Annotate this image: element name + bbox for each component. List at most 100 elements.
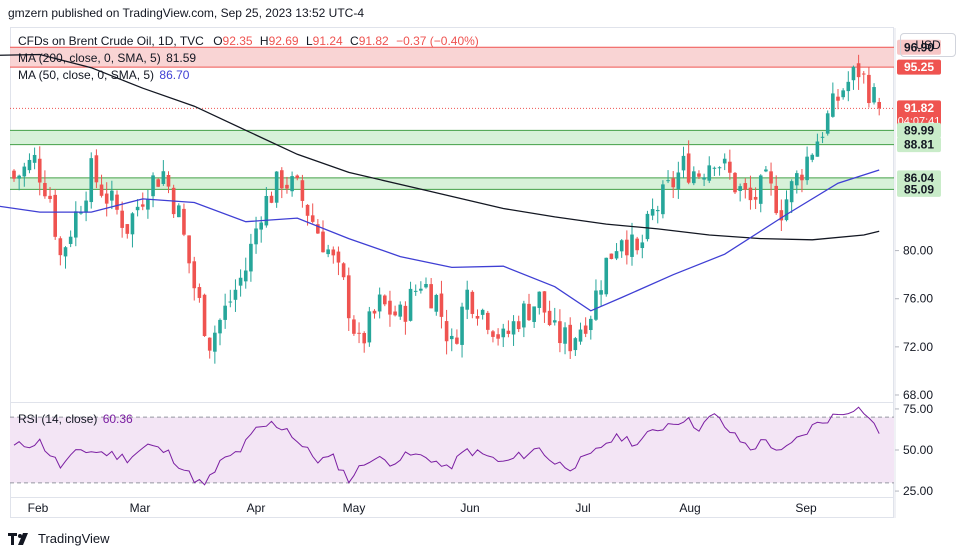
- candle-body: [681, 155, 686, 171]
- candle: [125, 223, 130, 239]
- candle-body: [475, 315, 480, 319]
- candle-body: [99, 184, 104, 196]
- axis-tag-label: 91.82: [904, 101, 934, 115]
- candle-body: [480, 309, 485, 315]
- candle-body: [429, 284, 433, 309]
- candle: [825, 110, 830, 136]
- candle-body: [511, 321, 516, 335]
- candle-body: [285, 184, 289, 189]
- candle: [254, 216, 258, 254]
- candle-body: [851, 66, 856, 81]
- candle: [388, 290, 392, 327]
- candle-body: [609, 253, 614, 260]
- candle-body: [449, 335, 454, 340]
- candle-body: [748, 187, 753, 201]
- low-label: L: [305, 34, 313, 48]
- candle-body: [640, 242, 645, 249]
- candle: [331, 246, 336, 264]
- rsi-value: 60.36: [102, 412, 133, 426]
- time-tick-label: Jun: [460, 501, 479, 515]
- candle: [547, 300, 552, 327]
- candle-body: [465, 289, 469, 310]
- candle: [53, 188, 57, 240]
- candle-body: [825, 113, 830, 134]
- symbol-name[interactable]: CFDs on Brent Crude Oil, 1D, TVC: [18, 34, 204, 48]
- axis-tag-bg: [897, 170, 941, 186]
- axis-tag-label: 96.90: [904, 40, 934, 54]
- candle: [79, 205, 83, 215]
- candle-body: [321, 231, 325, 253]
- candle: [748, 175, 753, 210]
- candle: [738, 183, 742, 202]
- candle: [43, 170, 47, 199]
- candle: [599, 280, 603, 307]
- candle: [84, 191, 88, 222]
- candle-body: [264, 195, 269, 226]
- candle: [800, 169, 804, 193]
- candle-body: [558, 321, 562, 344]
- ma200-legend[interactable]: MA (200, close, 0, SMA, 5) 81.59: [18, 51, 196, 65]
- price-tick-label: 72.00: [903, 340, 933, 354]
- ma200-value: 81.59: [166, 51, 197, 65]
- candle-body: [32, 154, 37, 163]
- candle-body: [650, 209, 655, 216]
- ohlc-legend: CFDs on Brent Crude Oil, 1D, TVC O92.35 …: [18, 34, 479, 48]
- candle-body: [63, 247, 68, 257]
- candle-body: [537, 291, 542, 308]
- rsi-label: RSI (14, close): [18, 412, 98, 426]
- footer-label: TradingView: [38, 531, 110, 546]
- candle-body: [594, 290, 598, 320]
- rsi-band: [10, 417, 894, 483]
- rsi-legend[interactable]: RSI (14, close) 60.36: [18, 412, 133, 426]
- candle-body: [17, 175, 21, 179]
- candle-body: [84, 200, 88, 213]
- candle-body: [733, 172, 737, 193]
- candle-body: [486, 312, 490, 330]
- axis-tag-bg: [897, 181, 941, 197]
- candle-body: [274, 171, 279, 203]
- candle: [625, 230, 629, 265]
- candle: [805, 146, 809, 185]
- axis-tag-bg: [897, 100, 941, 129]
- candle: [207, 337, 212, 359]
- candle: [213, 325, 217, 364]
- candle-body: [861, 73, 866, 75]
- candle-body: [856, 63, 861, 78]
- currency-button[interactable]: USD: [900, 33, 956, 57]
- candle: [836, 89, 840, 110]
- candle-body: [867, 74, 871, 104]
- candle: [89, 152, 94, 209]
- rsi-tick-label: 25.00: [903, 484, 933, 498]
- candle-body: [583, 325, 588, 334]
- candle-body: [187, 235, 191, 264]
- candle-body: [552, 320, 557, 323]
- candle: [578, 322, 583, 345]
- candle-body: [89, 158, 94, 203]
- candle-body: [367, 311, 372, 343]
- candle: [532, 306, 536, 328]
- candle-body: [403, 305, 408, 322]
- candle: [58, 236, 63, 266]
- candle: [455, 329, 459, 345]
- candle-body: [22, 166, 27, 177]
- candle: [753, 187, 758, 210]
- candle: [398, 301, 403, 320]
- candle: [68, 230, 73, 248]
- candle-body: [444, 321, 449, 342]
- candle-body: [424, 283, 428, 288]
- candle: [372, 309, 377, 319]
- candle: [202, 293, 207, 337]
- candle: [671, 171, 675, 199]
- candle-body: [769, 171, 773, 184]
- candle: [506, 320, 511, 338]
- candle: [238, 269, 243, 297]
- ma50-legend[interactable]: MA (50, close, 0, SMA, 5) 86.70: [18, 68, 189, 82]
- candle-body: [491, 331, 495, 337]
- candle: [228, 289, 233, 308]
- candle-body: [774, 185, 778, 214]
- candle-body: [346, 275, 351, 319]
- candle: [243, 257, 248, 289]
- candle: [341, 262, 346, 281]
- candle: [321, 220, 325, 253]
